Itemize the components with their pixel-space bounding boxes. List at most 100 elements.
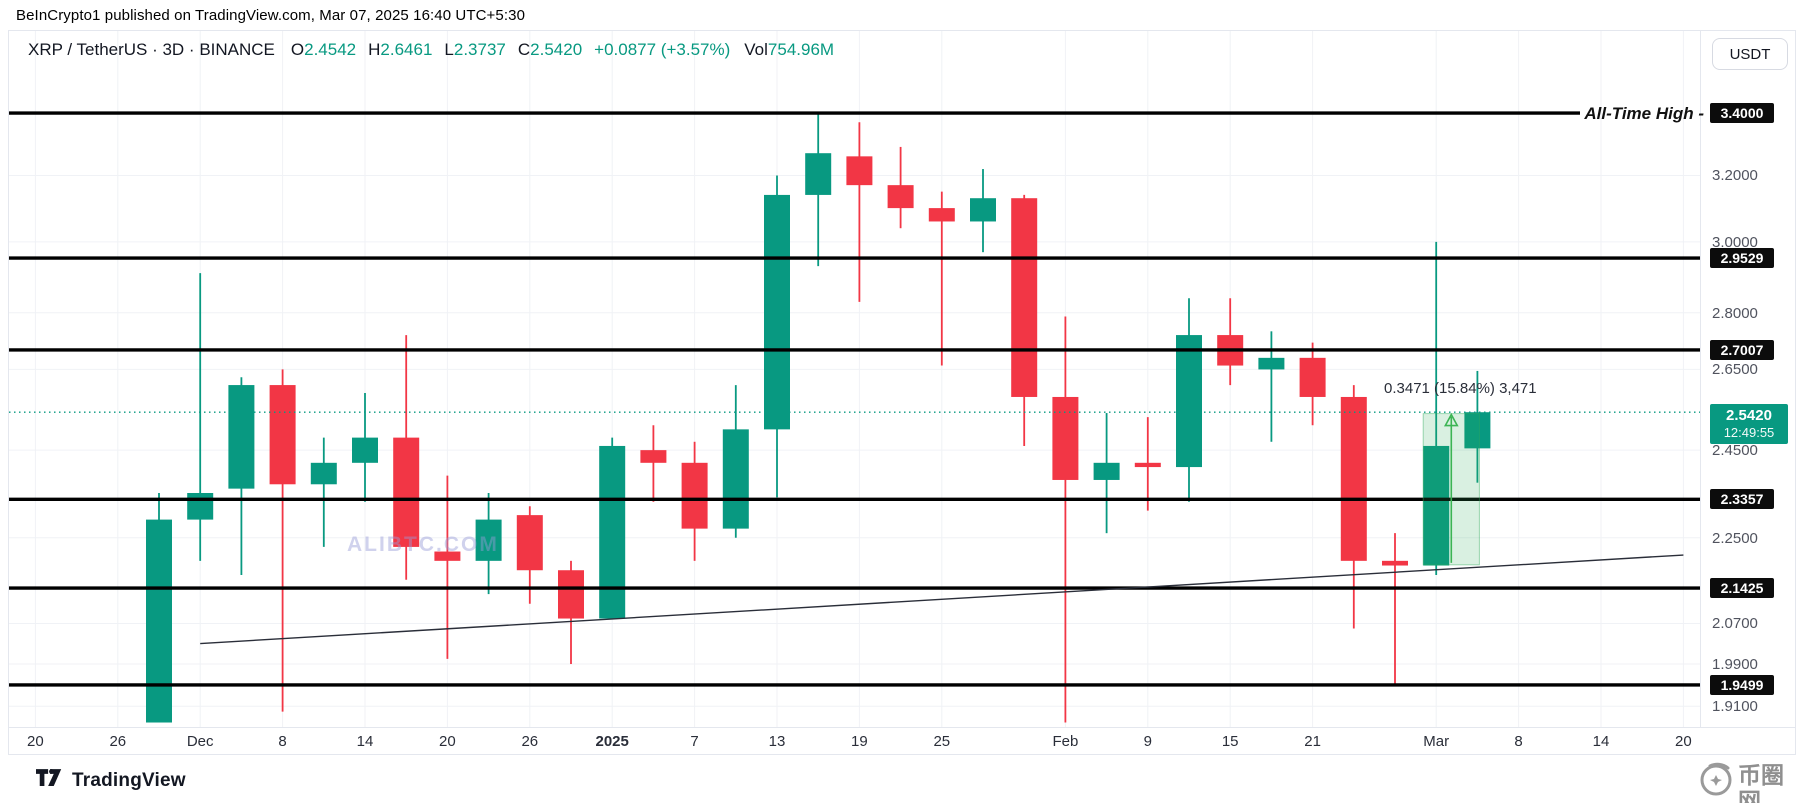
time-axis-label: 20 <box>439 733 456 750</box>
symbol-header[interactable]: XRP / TetherUS · 3D · BINANCE O2.4542 H2.6… <box>28 40 846 60</box>
level-price-badge: 2.1425 <box>1710 578 1774 599</box>
time-axis-label: 21 <box>1304 733 1321 750</box>
alibtc-logo-icon <box>1698 762 1734 803</box>
volume-label: Vol <box>744 40 768 59</box>
time-axis-label: Mar <box>1423 733 1450 750</box>
time-axis-label: 26 <box>521 733 539 750</box>
candle-body <box>1093 462 1120 480</box>
price-axis-label: 2.2500 <box>1712 529 1758 547</box>
candle-body <box>1299 357 1326 397</box>
time-axis-label: 15 <box>1221 733 1239 750</box>
candle-body <box>846 156 873 186</box>
price-axis-separator <box>1700 30 1701 727</box>
price-axis-label: 3.2000 <box>1712 167 1758 185</box>
candle-body <box>434 551 461 561</box>
published-attribution: BeInCrypto1 published on TradingView.com… <box>16 7 526 24</box>
candle-body <box>640 450 667 463</box>
price-axis-label: 2.0700 <box>1712 615 1758 633</box>
candle-body <box>1464 412 1491 449</box>
time-axis-label: 14 <box>1592 733 1610 750</box>
time-axis-label: 19 <box>851 733 868 750</box>
measure-arrow-head <box>1443 412 1459 427</box>
level-price-badge: 2.9529 <box>1710 248 1774 269</box>
candle-body <box>681 462 708 529</box>
volume-value: 754.96M <box>767 40 835 59</box>
price-axis-label: 1.9900 <box>1712 656 1758 674</box>
candle-body <box>722 429 749 529</box>
time-axis-label: 9 <box>1143 733 1152 750</box>
level-price-badge: 2.7007 <box>1710 339 1774 360</box>
candle-body <box>1258 357 1285 370</box>
ohlc-value: 2.3737 <box>453 40 506 59</box>
price-axis-label: 2.8000 <box>1712 304 1758 322</box>
bar-countdown-timer: 12:49:55 <box>1723 425 1775 440</box>
chart-frame <box>8 30 1796 755</box>
time-axis-label: Dec <box>186 733 214 750</box>
candle-body <box>1011 198 1038 397</box>
time-axis-label: 8 <box>1514 733 1523 750</box>
time-axis-label: 2025 <box>595 733 629 750</box>
candle-body <box>805 153 832 195</box>
candle-body <box>928 208 955 222</box>
time-axis-label: 25 <box>933 733 951 750</box>
ohlc-label: O <box>290 40 305 59</box>
time-axis-label: 7 <box>690 733 699 750</box>
corner-logo-text: 币圈网 <box>1738 762 1784 803</box>
current-price-value: 2.5420 <box>1726 407 1772 424</box>
candle-body <box>1134 462 1161 468</box>
candle-body <box>558 570 584 619</box>
currency-toggle-button[interactable]: USDT <box>1712 38 1788 70</box>
ohlc-label: L <box>444 40 454 59</box>
time-axis-label: 20 <box>1675 733 1692 750</box>
candle-body <box>970 198 996 222</box>
candle-body <box>146 519 172 723</box>
candle-body <box>599 445 626 619</box>
candle-body <box>310 462 337 485</box>
candle-body <box>1052 396 1079 480</box>
trendline[interactable] <box>200 554 1684 645</box>
time-axis-label: Feb <box>1052 733 1079 750</box>
level-price-badge: 3.4000 <box>1710 103 1774 124</box>
ohlc-value: 2.6461 <box>380 40 433 59</box>
tradingview-attribution[interactable]: TradingView <box>36 769 186 793</box>
candle-body <box>352 437 378 463</box>
tradingview-logo-icon <box>36 769 64 793</box>
price-axis-label: 2.4500 <box>1712 442 1758 460</box>
candle-body <box>393 437 420 547</box>
candle-body <box>187 492 214 520</box>
ohlc-label: H <box>368 40 381 59</box>
candle-body <box>1382 560 1408 566</box>
alibtc-corner-logo: 币圈网 —ALIBTC.COM— <box>1698 762 1804 803</box>
candle-body <box>228 385 255 489</box>
time-axis-label: 26 <box>109 733 127 750</box>
price-axis-label: 3.0000 <box>1712 233 1758 251</box>
tradingview-logo-text: TradingView <box>72 770 186 791</box>
candle-body <box>269 385 296 485</box>
all-time-high-label: All-Time High - <box>1584 104 1704 123</box>
level-price-badge: 1.9499 <box>1710 674 1774 695</box>
candle-body <box>887 185 914 209</box>
measure-tool-label: 0.3471 (15.84%) 3,471 <box>1384 380 1537 397</box>
time-axis-label: 13 <box>768 733 786 750</box>
time-axis-separator <box>8 727 1796 728</box>
ohlc-label: C <box>517 40 531 59</box>
candle-body <box>1340 396 1367 561</box>
candle-body <box>1176 335 1202 468</box>
current-price-badge: 2.5420 12:49:55 <box>1710 404 1788 444</box>
time-axis-label: 20 <box>27 733 44 750</box>
symbol-title[interactable]: XRP / TetherUS · 3D · BINANCE <box>28 40 275 59</box>
candle-body <box>516 515 543 571</box>
alibtc-watermark: ALIBTC.COM <box>347 533 499 556</box>
candle-body <box>764 194 790 430</box>
candle-body <box>1423 445 1450 566</box>
level-price-badge: 2.3357 <box>1710 489 1774 510</box>
price-change: +0.0877 (+3.57%) <box>594 40 731 59</box>
ohlc-value: 2.5420 <box>530 40 583 59</box>
price-axis-label: 2.6500 <box>1712 361 1758 379</box>
price-axis-label: 1.9100 <box>1712 698 1758 716</box>
ohlc-value: 2.4542 <box>304 40 357 59</box>
candle-body <box>475 519 502 561</box>
time-axis-label: 8 <box>278 733 287 750</box>
